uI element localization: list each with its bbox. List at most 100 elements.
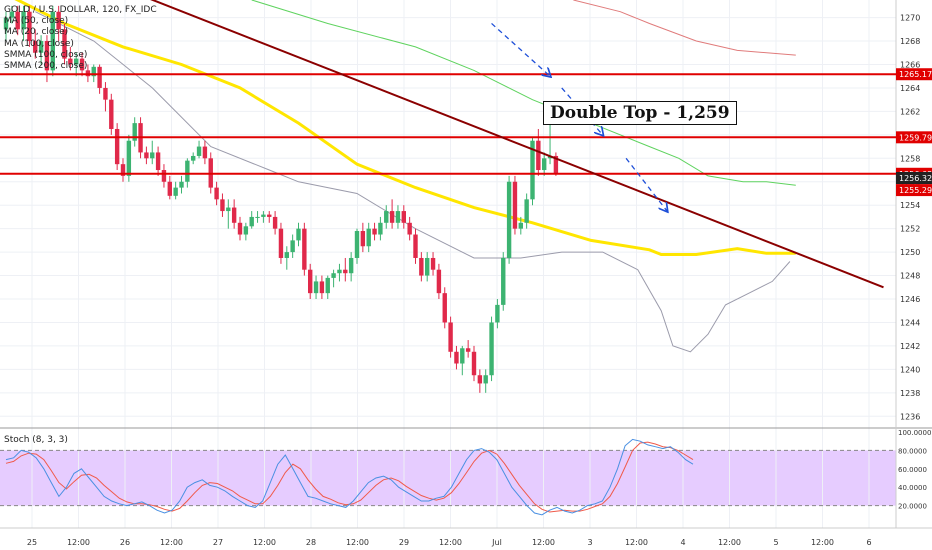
- price-tick-label: 1270: [900, 14, 920, 23]
- candle-body: [331, 273, 336, 278]
- candle-body: [79, 58, 85, 71]
- candle-body: [237, 222, 243, 235]
- candle-body: [27, 11, 32, 42]
- candle-body: [167, 181, 172, 196]
- indicator-legend: GOLD / U.S. DOLLAR, 120, FX_IDC MA (50, …: [4, 5, 157, 72]
- candle-body: [366, 228, 371, 247]
- time-tick-label: 12:00: [67, 538, 90, 547]
- time-tick-label: 12:00: [718, 538, 741, 547]
- candle-body: [56, 11, 61, 30]
- candle-body: [460, 348, 465, 364]
- candle-body: [518, 222, 523, 229]
- time-tick-label: 6: [866, 538, 871, 547]
- candle-body: [161, 170, 167, 182]
- price-tick-label: 1244: [900, 318, 920, 327]
- time-tick-label: 12:00: [160, 538, 183, 547]
- stoch-tick-label: 80.0000: [898, 447, 927, 455]
- price-label-text: 1259.79: [899, 133, 932, 142]
- candle-body: [308, 269, 313, 294]
- price-tick-label: 1258: [900, 154, 920, 163]
- stoch-tick-label: 100.0000: [898, 429, 931, 437]
- projection-arrow: [491, 22, 551, 76]
- candle-body: [413, 234, 418, 258]
- candle-body: [337, 269, 342, 274]
- price-tick-label: 1266: [900, 60, 920, 69]
- candle-body: [430, 257, 436, 270]
- candle-body: [296, 228, 301, 241]
- candle-body: [21, 11, 26, 30]
- time-tick-label: 4: [680, 538, 685, 547]
- candle-body: [33, 41, 38, 53]
- candle-body: [214, 187, 219, 200]
- candle-body: [97, 66, 102, 88]
- candle-body: [489, 322, 494, 376]
- price-label-box: [896, 172, 932, 185]
- trendline: [150, 0, 884, 289]
- candle-body: [384, 211, 389, 223]
- stoch-tick-label: 60.0000: [898, 466, 927, 474]
- time-tick-label: 12:00: [532, 538, 555, 547]
- candle-body: [114, 128, 120, 165]
- price-label-text: 1256.32: [899, 174, 932, 183]
- symbol-title: GOLD / U.S. DOLLAR, 120, FX_IDC: [4, 5, 157, 15]
- candle-body: [196, 146, 202, 156]
- candle-body: [74, 58, 79, 65]
- price-tick-label: 1268: [900, 37, 920, 46]
- candle-body: [62, 29, 67, 59]
- time-tick-label: Jul: [491, 538, 502, 547]
- candle-body: [477, 375, 483, 384]
- candle-body: [542, 158, 547, 171]
- time-tick-label: 29: [399, 538, 409, 547]
- candle-body: [465, 348, 471, 352]
- legend-ma20: MA (20, close): [4, 27, 69, 38]
- candle-body: [249, 216, 254, 227]
- candle-body: [495, 304, 500, 323]
- stoch-k-line: [5, 438, 694, 516]
- candle-body: [231, 207, 237, 223]
- candle-body: [325, 277, 330, 294]
- candle-body: [243, 226, 249, 235]
- candle-body: [255, 216, 260, 218]
- candle-body: [313, 281, 319, 294]
- time-tick-label: 26: [120, 538, 130, 547]
- candle-body: [155, 152, 161, 171]
- candle-body: [68, 58, 73, 65]
- candle-body: [150, 152, 155, 159]
- candle-body: [15, 11, 20, 30]
- candle-body: [278, 228, 284, 258]
- candle-body: [536, 140, 541, 171]
- ma-20-line: [35, 11, 791, 353]
- candle-body: [91, 66, 96, 77]
- price-tick-label: 1254: [900, 201, 920, 210]
- stoch-tick-label: 40.0000: [898, 484, 927, 492]
- candle-body: [220, 199, 225, 212]
- smma-200-line: [573, 0, 796, 56]
- price-label-box: [896, 184, 932, 197]
- candle-body: [553, 155, 559, 174]
- price-label-text: 1255.29: [899, 186, 932, 195]
- candle-body: [120, 164, 126, 176]
- candle-body: [524, 199, 529, 223]
- price-tick-label: 1264: [900, 84, 920, 93]
- candle-body: [109, 99, 114, 129]
- candle-body: [483, 375, 488, 384]
- ma-100-line: [251, 0, 796, 186]
- price-tick-label: 1250: [900, 248, 920, 257]
- time-tick-label: 27: [213, 538, 223, 547]
- candle-body: [348, 257, 354, 274]
- candle-body: [407, 222, 412, 235]
- time-tick-label: 25: [27, 538, 37, 547]
- price-tick-label: 1242: [900, 342, 920, 351]
- candle-body: [272, 216, 278, 229]
- candle-body: [284, 252, 289, 258]
- candle-body: [425, 257, 430, 276]
- candle-body: [3, 17, 9, 30]
- candle-body: [50, 11, 55, 71]
- ma-50-line: [14, 0, 796, 256]
- legend-smma200: SMMA (200, close): [4, 61, 88, 72]
- time-tick-label: 28: [306, 538, 316, 547]
- candle-body: [372, 228, 377, 235]
- price-label-box: [896, 131, 932, 144]
- candle-body: [512, 181, 518, 229]
